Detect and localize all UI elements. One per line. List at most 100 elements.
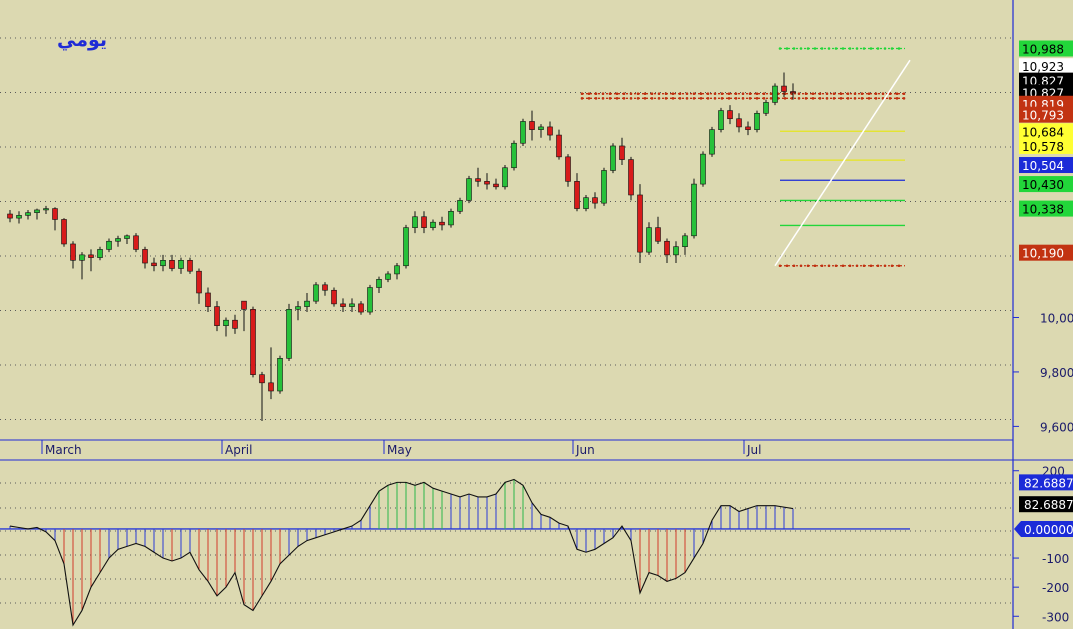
level-dot <box>834 264 838 268</box>
candlesticks <box>7 72 796 421</box>
level-dot <box>685 92 689 95</box>
level-dot <box>692 92 696 95</box>
level-dot <box>869 47 873 50</box>
price-tag-box <box>1019 244 1073 261</box>
level-dot <box>720 92 724 95</box>
price-tag-box <box>1019 123 1073 140</box>
level-dot <box>785 47 789 50</box>
candle-body <box>394 265 400 275</box>
month-label: Jun <box>575 443 595 457</box>
candle-body <box>547 126 553 136</box>
level-dot <box>741 97 745 100</box>
level-dot <box>867 97 871 100</box>
candle-body <box>7 213 13 219</box>
month-label: May <box>387 443 412 457</box>
candle-body <box>304 300 310 307</box>
price-tag-box <box>1019 106 1073 123</box>
level-dot <box>902 97 906 100</box>
price-tag-box <box>1019 200 1073 217</box>
level-dot <box>881 92 885 95</box>
candle-body <box>718 110 724 130</box>
level-dot <box>874 92 878 95</box>
level-dot <box>755 92 759 95</box>
level-dot <box>587 92 591 95</box>
osc-tick-label: -300 <box>1042 610 1069 624</box>
level-dot <box>706 97 710 100</box>
level-dot <box>895 97 899 100</box>
level-dot <box>741 92 745 95</box>
candle-body <box>754 112 760 130</box>
level-dot <box>629 92 633 95</box>
candle-body <box>223 319 229 326</box>
level-dot <box>643 97 647 100</box>
level-dot <box>671 92 675 95</box>
candle-body <box>106 240 112 250</box>
candle-body <box>25 212 31 216</box>
osc-tick-label: -100 <box>1042 552 1069 566</box>
level-dot <box>748 92 752 95</box>
level-dot <box>643 92 647 95</box>
candle-body <box>205 292 211 307</box>
candle-body <box>34 209 40 213</box>
level-dot <box>825 92 829 95</box>
candle-body <box>673 246 679 256</box>
level-dot <box>832 92 836 95</box>
level-dot <box>792 47 796 50</box>
candle-body <box>700 153 706 185</box>
level-dot <box>867 92 871 95</box>
candle-body <box>70 243 76 261</box>
price-tick-label: 10,000 <box>1040 311 1073 325</box>
month-label: Jul <box>746 443 761 457</box>
level-dot <box>890 47 894 50</box>
candle-body <box>151 262 157 267</box>
level-dot <box>587 97 591 100</box>
price-tag-label: 10,793 <box>1022 109 1064 123</box>
level-dot <box>615 97 619 100</box>
level-dot <box>720 97 724 100</box>
candle-body <box>412 216 418 228</box>
level-dot <box>811 92 815 95</box>
candle-body <box>781 85 787 92</box>
trendline <box>774 59 911 267</box>
level-dot <box>594 97 598 100</box>
level-dot <box>608 92 612 95</box>
level-dot <box>650 97 654 100</box>
candle-body <box>691 183 697 237</box>
candle-body <box>727 110 733 120</box>
level-dot <box>792 264 796 268</box>
candle-body <box>493 183 499 188</box>
candle-body <box>430 221 436 228</box>
candle-body <box>448 211 454 226</box>
candle-body <box>250 309 256 375</box>
candle-body <box>574 181 580 209</box>
level-dot <box>811 97 815 100</box>
candle-body <box>196 270 202 294</box>
candle-body <box>457 200 463 212</box>
candle-body <box>367 287 373 313</box>
level-dot <box>883 264 887 268</box>
level-dot <box>622 97 626 100</box>
oscillator-panel <box>0 478 910 627</box>
level-dot <box>734 97 738 100</box>
level-dot <box>860 97 864 100</box>
candle-body <box>241 300 247 310</box>
candle-body <box>709 129 715 155</box>
candle-body <box>763 102 769 114</box>
level-dot <box>855 264 859 268</box>
level-dot <box>804 97 808 100</box>
level-dot <box>876 47 880 50</box>
level-dot <box>797 92 801 95</box>
candle-body <box>466 178 472 201</box>
level-dot <box>727 97 731 100</box>
candle-body <box>502 167 508 188</box>
price-labels: 10,98810,92310,82710,82710,81910,79310,6… <box>1019 40 1073 261</box>
level-dot <box>862 264 866 268</box>
price-tag-label: 10,988 <box>1022 42 1064 56</box>
price-tag-label: 10,430 <box>1022 178 1064 192</box>
level-dot <box>888 92 892 95</box>
candle-body <box>376 279 382 288</box>
candle-body <box>637 194 643 253</box>
level-dot <box>657 92 661 95</box>
